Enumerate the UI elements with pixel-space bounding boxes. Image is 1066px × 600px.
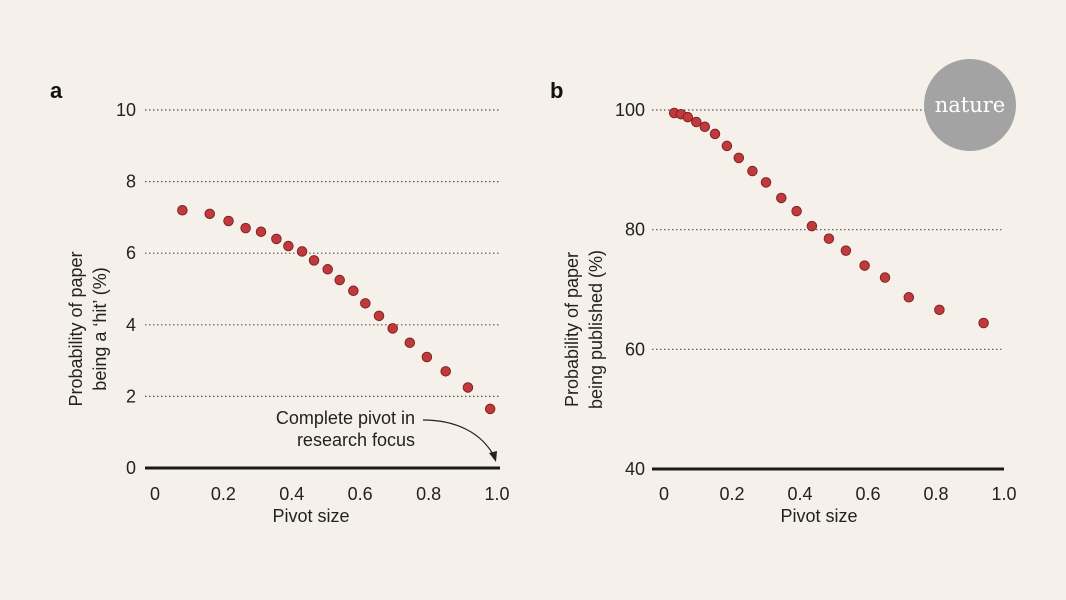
data-point-b-9 bbox=[760, 177, 772, 188]
data-point-a-0 bbox=[177, 204, 188, 216]
panel-a: a 0 2 4 6 8 10 0 0.2 0.4 0.6 0.8 1.0 Probability o… bbox=[50, 78, 510, 526]
x-tick-label-a-1: 0.2 bbox=[211, 484, 236, 504]
y-tick-label-b-0: 40 bbox=[625, 459, 645, 479]
data-point-b-7 bbox=[733, 152, 745, 164]
data-point-b-11 bbox=[791, 205, 802, 217]
y-tick-labels-a: 0 2 4 6 8 10 bbox=[116, 100, 136, 478]
data-point-a-3 bbox=[240, 222, 251, 234]
data-point-b-5 bbox=[709, 128, 721, 140]
data-point-b-17 bbox=[903, 292, 915, 303]
data-point-b-13 bbox=[823, 233, 835, 244]
data-point-a-19 bbox=[484, 403, 496, 415]
y-tick-label-b-1: 60 bbox=[625, 339, 645, 359]
data-point-a-17 bbox=[440, 366, 451, 377]
x-tick-labels-b: 0 0.2 0.4 0.6 0.8 1.0 bbox=[659, 484, 1017, 504]
y-tick-labels-b: 40 60 80 100 bbox=[615, 100, 645, 479]
annotation-arrow bbox=[422, 419, 496, 459]
x-tick-label-b-2: 0.4 bbox=[787, 484, 812, 504]
x-axis-label-b: Pivot size bbox=[780, 506, 857, 526]
y-tick-label-a-4: 8 bbox=[126, 172, 136, 192]
data-point-a-1 bbox=[204, 208, 215, 220]
y-tick-label-b-3: 100 bbox=[615, 100, 645, 120]
y-axis-label-a-line2: being a ‘hit’ (%) bbox=[90, 267, 110, 390]
x-axis-label-a: Pivot size bbox=[272, 506, 349, 526]
data-point-a-6 bbox=[283, 240, 294, 252]
data-point-a-4 bbox=[255, 226, 267, 237]
data-point-a-15 bbox=[404, 337, 416, 348]
panel-label-a: a bbox=[50, 78, 63, 103]
logo-text: nature bbox=[935, 93, 1005, 117]
gridlines-a bbox=[145, 109, 500, 397]
y-tick-label-a-0: 0 bbox=[126, 458, 136, 478]
data-point-a-10 bbox=[334, 274, 345, 286]
annotation-arrowhead bbox=[489, 451, 497, 462]
data-point-b-19 bbox=[978, 317, 989, 329]
panel-b: b 40 60 80 100 0 0.2 0.4 0.6 0.8 1.0 Probability… bbox=[550, 78, 1017, 526]
y-tick-label-a-1: 2 bbox=[126, 386, 136, 406]
nature-logo: nature bbox=[924, 59, 1016, 151]
data-point-b-16 bbox=[879, 272, 891, 283]
data-point-b-6 bbox=[721, 140, 733, 152]
data-point-b-12 bbox=[806, 220, 818, 232]
data-point-a-13 bbox=[373, 310, 385, 322]
y-tick-label-a-2: 4 bbox=[126, 315, 136, 335]
data-point-a-14 bbox=[387, 323, 398, 334]
annotation-line2: research focus bbox=[297, 430, 415, 450]
x-tick-label-a-3: 0.6 bbox=[348, 484, 373, 504]
annotation-line1: Complete pivot in bbox=[276, 408, 415, 428]
data-point-a-16 bbox=[421, 351, 433, 363]
data-point-b-10 bbox=[776, 192, 787, 204]
data-point-b-14 bbox=[840, 245, 852, 256]
x-tick-label-b-3: 0.6 bbox=[855, 484, 880, 504]
data-point-b-15 bbox=[859, 260, 870, 271]
x-tick-label-a-4: 0.8 bbox=[416, 484, 441, 504]
data-point-a-8 bbox=[308, 255, 320, 266]
y-axis-label-b-line2: being published (%) bbox=[586, 250, 606, 409]
x-tick-label-b-1: 0.2 bbox=[719, 484, 744, 504]
x-tick-label-a-0: 0 bbox=[150, 484, 160, 504]
data-point-a-2 bbox=[223, 215, 234, 227]
data-point-a-7 bbox=[296, 246, 308, 257]
data-point-b-18 bbox=[934, 304, 945, 316]
data-points-b bbox=[668, 107, 989, 329]
x-tick-label-b-5: 1.0 bbox=[991, 484, 1016, 504]
data-point-b-4 bbox=[699, 121, 711, 133]
data-point-a-11 bbox=[348, 285, 359, 297]
data-points-a bbox=[177, 204, 496, 415]
y-tick-label-b-2: 80 bbox=[625, 220, 645, 240]
data-point-b-3 bbox=[691, 116, 702, 128]
x-tick-label-b-4: 0.8 bbox=[923, 484, 948, 504]
y-tick-label-a-3: 6 bbox=[126, 243, 136, 263]
logo-circle bbox=[924, 59, 1016, 151]
data-point-b-8 bbox=[747, 165, 758, 177]
data-point-a-9 bbox=[322, 264, 333, 275]
x-tick-labels-a: 0 0.2 0.4 0.6 0.8 1.0 bbox=[150, 484, 510, 504]
panel-label-b: b bbox=[550, 78, 563, 103]
data-point-a-5 bbox=[271, 233, 282, 245]
y-axis-label-a-line1: Probability of paper bbox=[66, 251, 86, 406]
x-tick-label-b-0: 0 bbox=[659, 484, 669, 504]
data-point-a-18 bbox=[462, 382, 474, 393]
data-point-b-2 bbox=[682, 111, 694, 123]
y-tick-label-a-5: 10 bbox=[116, 100, 136, 120]
y-axis-label-b-line1: Probability of paper bbox=[562, 252, 582, 407]
data-point-a-12 bbox=[360, 298, 371, 309]
x-tick-label-a-2: 0.4 bbox=[279, 484, 304, 504]
x-tick-label-a-5: 1.0 bbox=[484, 484, 509, 504]
